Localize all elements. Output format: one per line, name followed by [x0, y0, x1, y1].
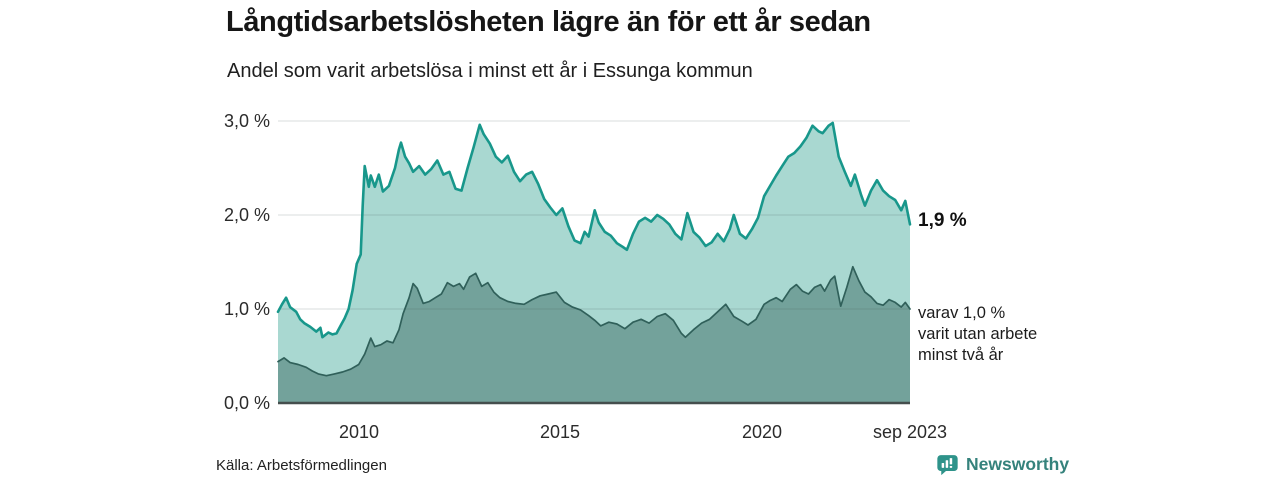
newsworthy-wordmark: Newsworthy [966, 454, 1070, 474]
annotation-line: minst två år [918, 346, 1004, 364]
plot-area [276, 120, 912, 405]
x-axis-tick-label: sep 2023 [872, 422, 948, 442]
y-axis-tick-label: 2,0 % [223, 205, 270, 225]
newsworthy-bubble-barchart-icon [936, 453, 959, 476]
page-title: Långtidsarbetslösheten lägre än för ett … [226, 6, 871, 38]
x-axis-tick-label: 2020 [741, 422, 783, 442]
series-total-end-label: 1,9 % [918, 210, 967, 231]
y-axis-tick-label: 3,0 % [223, 111, 270, 131]
newsworthy-logo[interactable]: Newsworthy [936, 453, 1069, 476]
source-note: Källa: Arbetsförmedlingen [216, 457, 387, 474]
annotation-line: varav 1,0 % [918, 304, 1006, 322]
series-line-1 [277, 265, 911, 377]
annotation-line: varit utan arbete [918, 325, 1038, 343]
y-axis-tick-label: 1,0 % [223, 299, 270, 319]
series-area-1 [278, 266, 910, 403]
x-axis-tick-label: 2010 [338, 422, 380, 442]
x-axis-tick-label: 2015 [539, 422, 581, 442]
series-line-0 [276, 121, 912, 339]
series-two-year-annotation: varav 1,0 % varit utan arbete minst två … [918, 303, 1037, 366]
y-axis-tick-label: 0,0 % [223, 393, 270, 413]
page-subtitle: Andel som varit arbetslösa i minst ett å… [227, 60, 753, 82]
